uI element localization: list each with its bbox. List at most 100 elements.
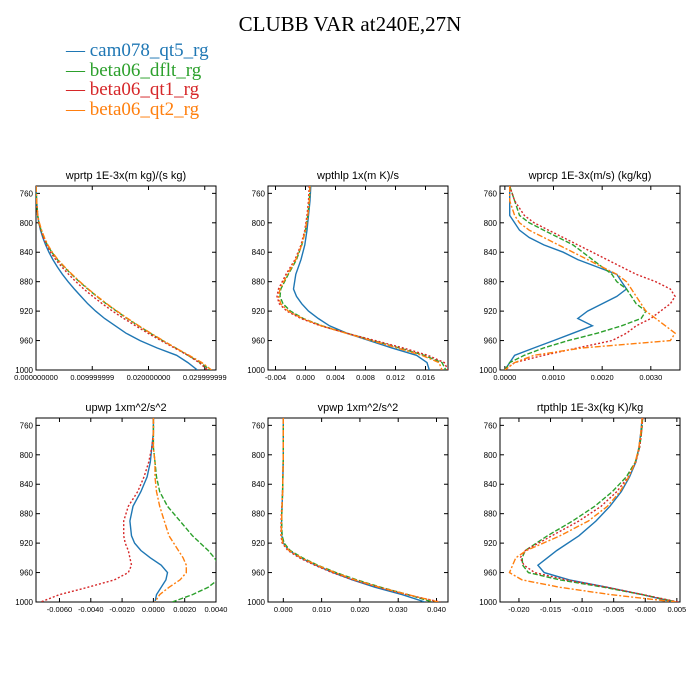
series-line-beta06_qt1_rg	[519, 418, 679, 602]
subplot: vpwp 1xm^2/s^2 760 800 840 880 920 960 1000 0.00…	[247, 402, 449, 614]
subplot: rtpthlp 1E-3x(kg K)/kg 760 800 840 880 920 960…	[479, 402, 686, 614]
x-tick-label: 0.000	[296, 373, 315, 382]
legend-marker: —	[66, 40, 85, 61]
x-tick-label: 0.030	[389, 605, 408, 614]
y-tick-label: 880	[484, 278, 498, 287]
plot-frame	[267, 185, 449, 371]
y-tick-label: 840	[484, 248, 498, 257]
y-tick-label: 880	[484, 510, 498, 519]
series-line-beta06_qt2_rg	[508, 418, 676, 602]
y-tick-label: 920	[484, 307, 498, 316]
x-tick-label: 0.0030	[639, 373, 662, 382]
figure-title: CLUBB VAR at240E,27N	[238, 12, 462, 36]
plot-frame	[499, 185, 681, 371]
x-tick-label: 0.0020	[173, 605, 196, 614]
x-tick-label: 0.010	[312, 605, 331, 614]
y-tick-label: 1000	[15, 366, 33, 375]
series-line-cam078_qt5_rg	[536, 418, 674, 602]
x-tick-label: -0.004	[265, 373, 286, 382]
y-tick-label: 1000	[247, 598, 265, 607]
legend-marker: —	[66, 79, 85, 100]
y-tick-label: 880	[20, 278, 34, 287]
series-line-beta06_qt1_rg	[36, 186, 209, 370]
series-line-cam078_qt5_rg	[36, 186, 198, 370]
series-line-beta06_dflt_rg	[521, 418, 677, 602]
series-line-beta06_dflt_rg	[281, 418, 433, 602]
x-tick-label: -0.0060	[47, 605, 72, 614]
legend-label: beta06_qt2_rg	[89, 98, 200, 120]
legend-marker: —	[66, 98, 85, 120]
series-line-beta06_qt1_rg	[40, 418, 155, 602]
y-tick-label: 800	[20, 451, 34, 460]
series-line-cam078_qt5_rg	[504, 186, 628, 370]
plot-frame	[35, 185, 217, 371]
y-tick-label: 1000	[479, 366, 497, 375]
y-tick-label: 800	[484, 451, 498, 460]
subplot: wpthlp 1x(m K)/s 760 800 840 880 920 960 1000-0…	[247, 170, 449, 382]
x-tick-label: 0.0020	[591, 373, 614, 382]
legend-label: cam078_qt5_rg	[89, 40, 209, 61]
y-tick-label: 760	[252, 189, 266, 198]
y-tick-label: 760	[20, 421, 34, 430]
y-tick-label: 1000	[15, 598, 33, 607]
y-tick-label: 920	[252, 307, 266, 316]
y-tick-label: 840	[484, 480, 498, 489]
subplot-title: wprcp 1E-3x(m/s) (kg/kg)	[528, 170, 652, 182]
x-tick-label: 0.020000000	[127, 373, 171, 382]
series-line-beta06_dflt_rg	[36, 186, 211, 370]
y-tick-label: 960	[20, 569, 34, 578]
x-tick-label: -0.015	[540, 605, 561, 614]
x-tick-label: -0.0020	[109, 605, 134, 614]
x-tick-label: -0.010	[571, 605, 592, 614]
y-tick-label: 800	[484, 219, 498, 228]
x-tick-label: -0.005	[603, 605, 624, 614]
legend-entry: — cam078_qt5_rg	[66, 41, 209, 61]
y-tick-label: 920	[20, 307, 34, 316]
y-tick-label: 800	[252, 219, 266, 228]
subplot-title: wprtp 1E-3x(m kg)/(s kg)	[65, 170, 186, 182]
x-tick-label: 0.004	[326, 373, 345, 382]
y-tick-label: 840	[20, 480, 34, 489]
x-tick-label: 0.008	[356, 373, 375, 382]
subplot-title: wpthlp 1x(m K)/s	[316, 170, 399, 182]
x-tick-label: 0.0000	[142, 605, 165, 614]
y-tick-label: 960	[20, 337, 34, 346]
y-tick-label: 960	[484, 569, 498, 578]
y-tick-label: 920	[252, 539, 266, 548]
x-tick-label: -0.020	[508, 605, 529, 614]
x-tick-label: 0.040	[427, 605, 446, 614]
x-tick-label: 0.005	[667, 605, 686, 614]
subplot: wprtp 1E-3x(m kg)/(s kg) 760 800 840 880 920 9…	[14, 170, 227, 382]
plot-frame	[499, 417, 681, 603]
y-tick-label: 920	[484, 539, 498, 548]
x-tick-label: -0.000	[635, 605, 656, 614]
x-tick-label: 0.000000000	[14, 373, 58, 382]
x-tick-label: 0.0010	[542, 373, 565, 382]
subplot: upwp 1xm^2/s^2 760 800 840 880 920 960 1000 -0.0…	[15, 402, 227, 614]
legend-entry: — beta06_qt2_rg	[66, 98, 209, 120]
series-line-beta06_dflt_rg	[504, 186, 647, 370]
y-tick-label: 1000	[479, 598, 497, 607]
y-tick-label: 880	[20, 510, 34, 519]
series-line-cam078_qt5_rg	[129, 418, 169, 602]
y-tick-label: 800	[20, 219, 34, 228]
subplot-title: vpwp 1xm^2/s^2	[318, 402, 399, 414]
x-tick-label: 0.029999999	[183, 373, 227, 382]
y-tick-label: 960	[484, 337, 498, 346]
y-tick-label: 1000	[247, 366, 265, 375]
series-line-cam078_qt5_rg	[280, 418, 426, 602]
y-tick-label: 840	[252, 248, 266, 257]
series-line-beta06_qt2_rg	[277, 186, 443, 370]
x-tick-label: 0.0000	[493, 373, 516, 382]
series-line-beta06_qt1_rg	[280, 418, 441, 602]
x-tick-label: 0.0040	[205, 605, 228, 614]
plot-frame	[267, 417, 449, 603]
y-tick-label: 840	[252, 480, 266, 489]
series-line-beta06_qt2_rg	[280, 418, 439, 602]
legend-entry: — beta06_qt1_rg	[66, 80, 209, 100]
x-tick-label: 0.020	[351, 605, 370, 614]
y-tick-label: 880	[252, 278, 266, 287]
series-line-beta06_dflt_rg	[152, 418, 216, 602]
